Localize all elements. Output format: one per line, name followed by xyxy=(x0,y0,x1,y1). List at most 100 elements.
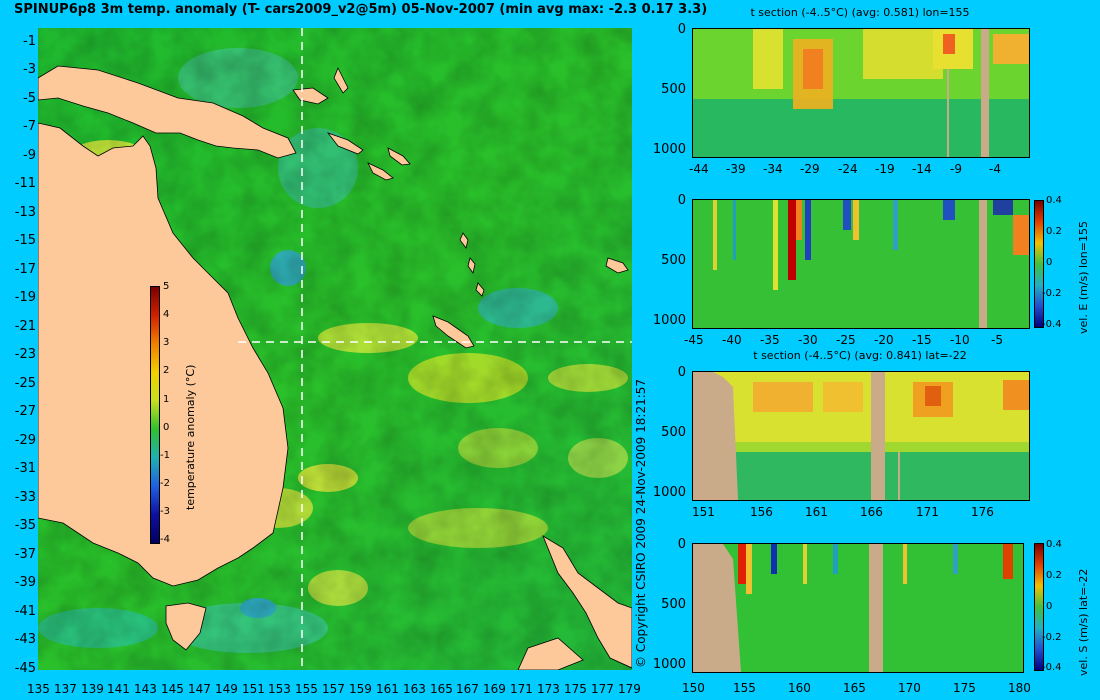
panel-2-colorbar xyxy=(1034,200,1044,328)
lon-tick: 137 xyxy=(54,682,77,696)
y-tick: 0 xyxy=(677,22,686,37)
y-tick: 500 xyxy=(661,425,686,440)
panel-2-plot[interactable] xyxy=(692,199,1030,329)
lon-tick: 169 xyxy=(483,682,506,696)
lat-tick: -1 xyxy=(23,34,36,49)
colorbar-tick: -3 xyxy=(160,506,170,517)
lat-tick: -33 xyxy=(14,490,36,505)
x-tick: -39 xyxy=(726,162,746,176)
lon-tick: 177 xyxy=(591,682,614,696)
x-tick: -14 xyxy=(912,162,932,176)
lat-tick: -45 xyxy=(14,661,36,676)
y-tick: 1000 xyxy=(652,485,686,500)
y-tick: 1000 xyxy=(652,313,686,328)
colorbar-tick: 5 xyxy=(163,281,170,292)
temperature-map[interactable] xyxy=(37,28,633,671)
lon-tick: 165 xyxy=(430,682,453,696)
panel-1-plot[interactable] xyxy=(692,28,1030,158)
x-tick: -44 xyxy=(689,162,709,176)
lat-tick: -9 xyxy=(23,148,36,163)
lon-tick: 157 xyxy=(322,682,345,696)
colorbar-tick: -4 xyxy=(160,534,170,545)
y-tick: 0 xyxy=(677,365,686,380)
colorbar-tick: -1 xyxy=(160,450,170,461)
lat-tick: -19 xyxy=(14,290,36,305)
lon-tick: 179 xyxy=(618,682,641,696)
x-tick: 161 xyxy=(805,505,828,519)
x-tick: -25 xyxy=(836,333,856,347)
x-tick: -15 xyxy=(912,333,932,347)
map-colorbar-label: temperature anomaly (°C) xyxy=(184,364,197,510)
lon-tick: 175 xyxy=(564,682,587,696)
colorbar-tick: 0.2 xyxy=(1046,226,1062,237)
x-tick: -9 xyxy=(950,162,962,176)
lat-tick: -11 xyxy=(14,176,36,191)
colorbar-tick: 0.4 xyxy=(1046,195,1062,206)
x-tick: 166 xyxy=(860,505,883,519)
lat-tick: -13 xyxy=(14,205,36,220)
map-colorbar xyxy=(150,286,160,544)
panel-4-plot[interactable] xyxy=(692,543,1024,673)
x-tick: -20 xyxy=(874,333,894,347)
lon-tick: 163 xyxy=(403,682,426,696)
lon-tick: 171 xyxy=(510,682,533,696)
lon-tick: 141 xyxy=(107,682,130,696)
colorbar-tick: -0.4 xyxy=(1042,319,1062,330)
map-area xyxy=(37,28,633,671)
colorbar-tick: -0.2 xyxy=(1042,288,1062,299)
lon-tick: 135 xyxy=(27,682,50,696)
colorbar-tick: -0.2 xyxy=(1042,632,1062,643)
panel-4-colorbar xyxy=(1034,543,1044,671)
colorbar-tick: 0.4 xyxy=(1046,539,1062,550)
lat-tick: -31 xyxy=(14,461,36,476)
y-tick: 1000 xyxy=(652,657,686,672)
y-tick: 1000 xyxy=(652,142,686,157)
lat-tick: -41 xyxy=(14,604,36,619)
lat-tick: -23 xyxy=(14,347,36,362)
lon-tick: 139 xyxy=(81,682,104,696)
y-tick: 0 xyxy=(677,537,686,552)
lat-tick: -5 xyxy=(23,91,36,106)
y-tick: 500 xyxy=(661,82,686,97)
lat-tick: -37 xyxy=(14,547,36,562)
lat-tick: -25 xyxy=(14,376,36,391)
x-tick: 170 xyxy=(898,681,921,695)
lat-tick: -7 xyxy=(23,119,36,134)
x-tick: -29 xyxy=(800,162,820,176)
lat-tick: -29 xyxy=(14,433,36,448)
lat-tick: -17 xyxy=(14,262,36,277)
x-tick: -10 xyxy=(950,333,970,347)
x-tick: -4 xyxy=(989,162,1001,176)
lat-tick: -39 xyxy=(14,575,36,590)
colorbar-tick: 0 xyxy=(163,422,170,433)
y-tick: 500 xyxy=(661,253,686,268)
colorbar-tick: -2 xyxy=(160,478,170,489)
x-tick: -30 xyxy=(798,333,818,347)
panel-3-title: t section (-4..5°C) (avg: 0.841) lat=-22 xyxy=(753,349,967,362)
x-tick: 151 xyxy=(692,505,715,519)
x-tick: -5 xyxy=(991,333,1003,347)
x-tick: -35 xyxy=(760,333,780,347)
x-tick: 150 xyxy=(682,681,705,695)
x-tick: -45 xyxy=(684,333,704,347)
colorbar-tick: 2 xyxy=(163,365,170,376)
x-tick: 180 xyxy=(1008,681,1031,695)
panel-3-plot[interactable] xyxy=(692,371,1030,501)
y-tick: 500 xyxy=(661,597,686,612)
y-tick: 0 xyxy=(677,193,686,208)
x-tick: -34 xyxy=(763,162,783,176)
x-tick: -24 xyxy=(838,162,858,176)
lon-tick: 167 xyxy=(456,682,479,696)
lon-tick: 161 xyxy=(376,682,399,696)
colorbar-tick: 0.2 xyxy=(1046,570,1062,581)
x-tick: 155 xyxy=(733,681,756,695)
lat-tick: -27 xyxy=(14,404,36,419)
x-tick: 156 xyxy=(750,505,773,519)
colorbar-tick: -0.4 xyxy=(1042,662,1062,673)
x-tick: 171 xyxy=(916,505,939,519)
lon-tick: 147 xyxy=(188,682,211,696)
lat-tick: -21 xyxy=(14,319,36,334)
x-tick: 165 xyxy=(843,681,866,695)
lat-tick: -43 xyxy=(14,632,36,647)
x-tick: -40 xyxy=(722,333,742,347)
